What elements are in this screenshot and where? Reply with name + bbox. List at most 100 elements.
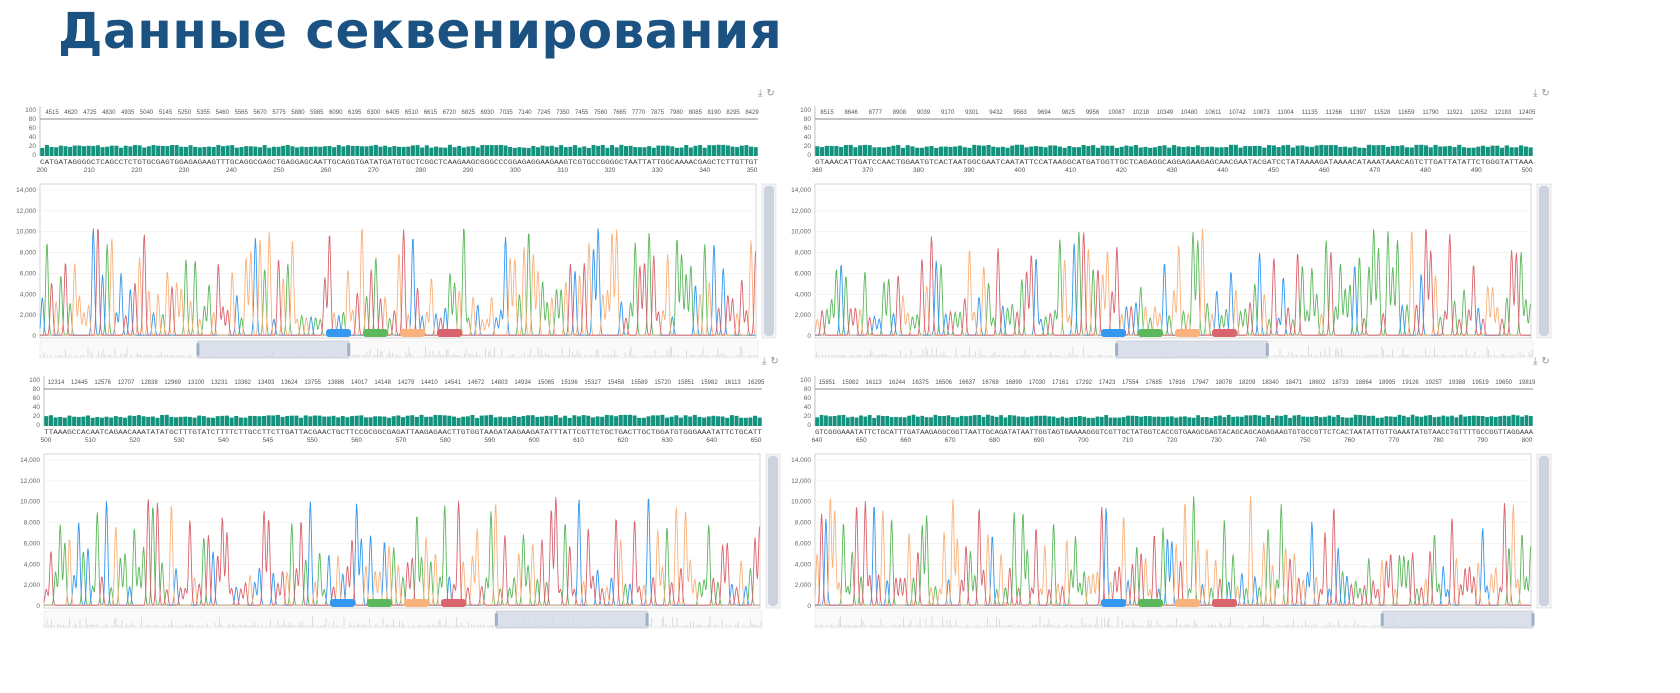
vertical-scrollbar-thumb[interactable]	[768, 456, 778, 606]
refresh-icon[interactable]: ↻	[1541, 356, 1550, 367]
quality-bar	[248, 415, 253, 426]
quality-bar	[915, 416, 920, 426]
quality-bar	[929, 417, 933, 426]
quality-bar	[243, 417, 248, 426]
brush-handle-left[interactable]	[1380, 613, 1384, 626]
quality-bar	[1073, 416, 1078, 426]
trace-axis-label: 8,000	[795, 520, 812, 527]
quality-bar	[373, 416, 378, 426]
quality-bar	[1178, 416, 1183, 426]
quality-bar	[1432, 417, 1437, 426]
legend-toggle-T[interactable]	[1212, 329, 1237, 337]
quality-bar	[748, 417, 753, 426]
download-icon[interactable]: ⤓	[762, 356, 767, 367]
legend-toggle-G[interactable]	[1175, 329, 1200, 337]
base-position-label: 640	[812, 437, 823, 444]
quality-bar	[1509, 147, 1514, 156]
quality-bar	[1397, 414, 1402, 426]
quality-bar	[211, 146, 216, 156]
quality-bar	[1436, 416, 1441, 426]
legend-toggle-T[interactable]	[441, 599, 466, 607]
brush-handle-left[interactable]	[1115, 343, 1119, 356]
quality-bar	[526, 147, 531, 156]
quality-bar	[1414, 144, 1419, 156]
trace-axis-label: 6,000	[24, 540, 41, 547]
legend-toggle-G[interactable]	[1175, 599, 1200, 607]
quality-bar	[1086, 146, 1091, 156]
legend-toggle-T[interactable]	[1212, 599, 1237, 607]
brush-handle-right[interactable]	[1265, 343, 1269, 356]
quality-bar	[972, 144, 977, 156]
vertical-scrollbar-thumb[interactable]	[764, 186, 774, 336]
legend-toggle-C[interactable]	[1101, 599, 1126, 607]
legend-toggle-A[interactable]	[1138, 329, 1163, 337]
legend-toggle-G[interactable]	[404, 599, 429, 607]
download-icon[interactable]: ⤓	[1533, 88, 1538, 99]
brush-handle-left[interactable]	[494, 613, 498, 626]
quality-bar	[1352, 146, 1357, 156]
refresh-icon[interactable]: ↻	[770, 356, 779, 367]
quality-axis-label: 20	[804, 413, 812, 420]
overview-brush[interactable]	[1381, 610, 1534, 629]
scan-tick-label: 15589	[631, 380, 648, 386]
legend-toggle-A[interactable]	[363, 329, 388, 337]
quality-bar	[1056, 417, 1060, 426]
legend-toggle-C[interactable]	[326, 329, 351, 337]
quality-bar	[498, 416, 503, 426]
legend-toggle-A[interactable]	[367, 599, 392, 607]
overview-brush[interactable]	[496, 610, 648, 629]
quality-bar	[881, 147, 887, 156]
brush-handle-right[interactable]	[645, 613, 649, 626]
quality-bar	[559, 145, 564, 156]
quality-bar	[1300, 145, 1305, 156]
quality-bar	[1105, 145, 1110, 156]
quality-bar	[313, 146, 318, 156]
refresh-icon[interactable]: ↻	[1541, 88, 1550, 99]
trace-G	[814, 228, 1531, 336]
quality-bar	[1318, 417, 1323, 426]
slide-title: Данные секвенирования	[58, 2, 783, 60]
quality-bar	[1314, 145, 1319, 156]
quality-bar	[1385, 146, 1391, 156]
scan-tick-label: 9563	[1013, 110, 1027, 116]
quality-bar	[1099, 416, 1104, 426]
brush-handle-right[interactable]	[347, 343, 351, 356]
overview-brush[interactable]	[1116, 340, 1268, 359]
download-icon[interactable]: ⤓	[758, 88, 763, 99]
legend-toggle-G[interactable]	[400, 329, 425, 337]
quality-bar	[392, 146, 397, 156]
quality-bar	[383, 145, 388, 156]
base-position-label: 360	[812, 167, 823, 174]
scan-tick-label: 7665	[613, 110, 627, 116]
quality-bar	[595, 416, 600, 426]
vertical-scrollbar-thumb[interactable]	[1539, 186, 1549, 336]
legend-toggle-C[interactable]	[330, 599, 355, 607]
trace-axis-label: 10,000	[791, 499, 811, 506]
trace-axis-label: 10,000	[16, 229, 36, 236]
overview-brush[interactable]	[197, 340, 350, 359]
vertical-scrollbar-thumb[interactable]	[1539, 456, 1549, 606]
scan-tick-label: 14541	[444, 380, 461, 386]
refresh-icon[interactable]: ↻	[766, 88, 775, 99]
quality-bar	[614, 147, 619, 156]
legend-toggle-A[interactable]	[1138, 599, 1163, 607]
quality-bar	[141, 416, 146, 426]
quality-bar	[91, 145, 96, 156]
quality-bar	[146, 146, 151, 156]
quality-bar	[206, 417, 211, 426]
trace-plot-frame	[814, 183, 1532, 339]
legend-toggle-T[interactable]	[437, 329, 462, 337]
legend-toggle-C[interactable]	[1101, 329, 1126, 337]
download-icon[interactable]: ⤓	[1533, 356, 1538, 367]
scan-tick-label: 11004	[1277, 110, 1294, 116]
quality-bar	[877, 147, 882, 156]
quality-bar	[1082, 416, 1087, 426]
brush-handle-right[interactable]	[1531, 613, 1535, 626]
quality-bar	[610, 145, 615, 156]
quality-bar	[438, 415, 443, 426]
quality-bar	[294, 415, 299, 426]
quality-bar	[471, 146, 476, 156]
quality-bar	[456, 417, 461, 426]
brush-handle-left[interactable]	[196, 343, 200, 356]
overview-strip[interactable]	[43, 610, 763, 629]
